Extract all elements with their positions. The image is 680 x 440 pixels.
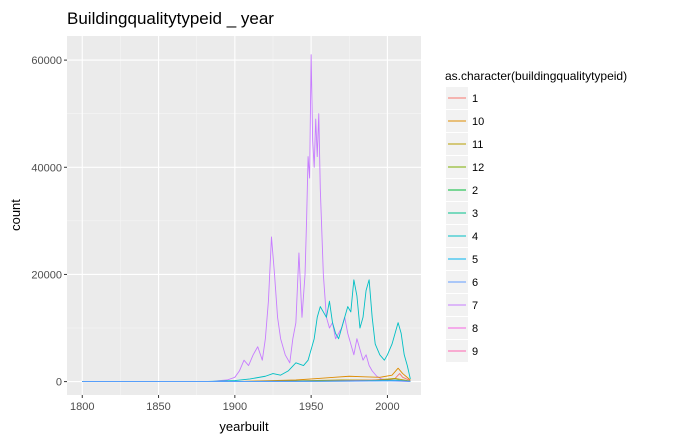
legend-item-10: 10 — [446, 110, 484, 132]
x-tick-label: 1800 — [70, 401, 94, 413]
legend-item-7: 7 — [446, 294, 478, 316]
legend-item-12: 12 — [446, 156, 484, 178]
legend-label: 5 — [472, 254, 478, 266]
y-tick-label: 0 — [56, 377, 62, 389]
legend-item-8: 8 — [446, 317, 478, 339]
legend-item-11: 11 — [446, 133, 483, 155]
legend-label: 12 — [472, 162, 484, 174]
x-axis: 1800 1850 1900 1950 2000 — [70, 395, 400, 413]
legend-label: 6 — [472, 277, 478, 289]
legend-item-9: 9 — [446, 340, 478, 362]
legend-label: 8 — [472, 323, 478, 335]
x-axis-title: yearbuilt — [219, 419, 269, 434]
series-line-7 — [82, 54, 411, 383]
x-tick-label: 1850 — [146, 401, 170, 413]
y-axis-title: count — [8, 199, 23, 231]
y-tick-label: 40000 — [31, 162, 62, 174]
y-axis: 0 20000 40000 60000 — [31, 55, 67, 389]
legend-item-3: 3 — [446, 202, 478, 224]
legend: as.character(buildingqualitytypeid) 1101… — [445, 69, 627, 362]
legend-items: 1 10 11 12 2 3 4 5 6 7 8 9 — [446, 87, 484, 362]
legend-title: as.character(buildingqualitytypeid) — [445, 69, 627, 83]
series-layer — [82, 54, 411, 383]
legend-item-5: 5 — [446, 248, 478, 270]
legend-label: 10 — [472, 116, 484, 128]
x-tick-label: 2000 — [375, 401, 399, 413]
series-line-4 — [82, 279, 411, 383]
legend-item-2: 2 — [446, 179, 478, 201]
legend-item-4: 4 — [446, 225, 478, 247]
plot-panel — [67, 36, 421, 395]
y-tick-label: 20000 — [31, 269, 62, 281]
y-tick-label: 60000 — [31, 55, 62, 67]
legend-label: 11 — [472, 139, 483, 151]
x-tick-label: 1900 — [223, 401, 247, 413]
legend-label: 3 — [472, 208, 478, 220]
legend-label: 9 — [472, 346, 478, 358]
legend-label: 7 — [472, 300, 478, 312]
legend-label: 4 — [472, 231, 478, 243]
legend-label: 1 — [472, 93, 478, 105]
legend-item-1: 1 — [446, 87, 478, 109]
series-line-10 — [82, 367, 411, 383]
legend-label: 2 — [472, 185, 478, 197]
x-tick-label: 1950 — [299, 401, 323, 413]
legend-item-6: 6 — [446, 271, 478, 293]
series-line-6 — [82, 380, 411, 383]
chart-title: Buildingqualitytypeid _ year — [67, 9, 274, 28]
